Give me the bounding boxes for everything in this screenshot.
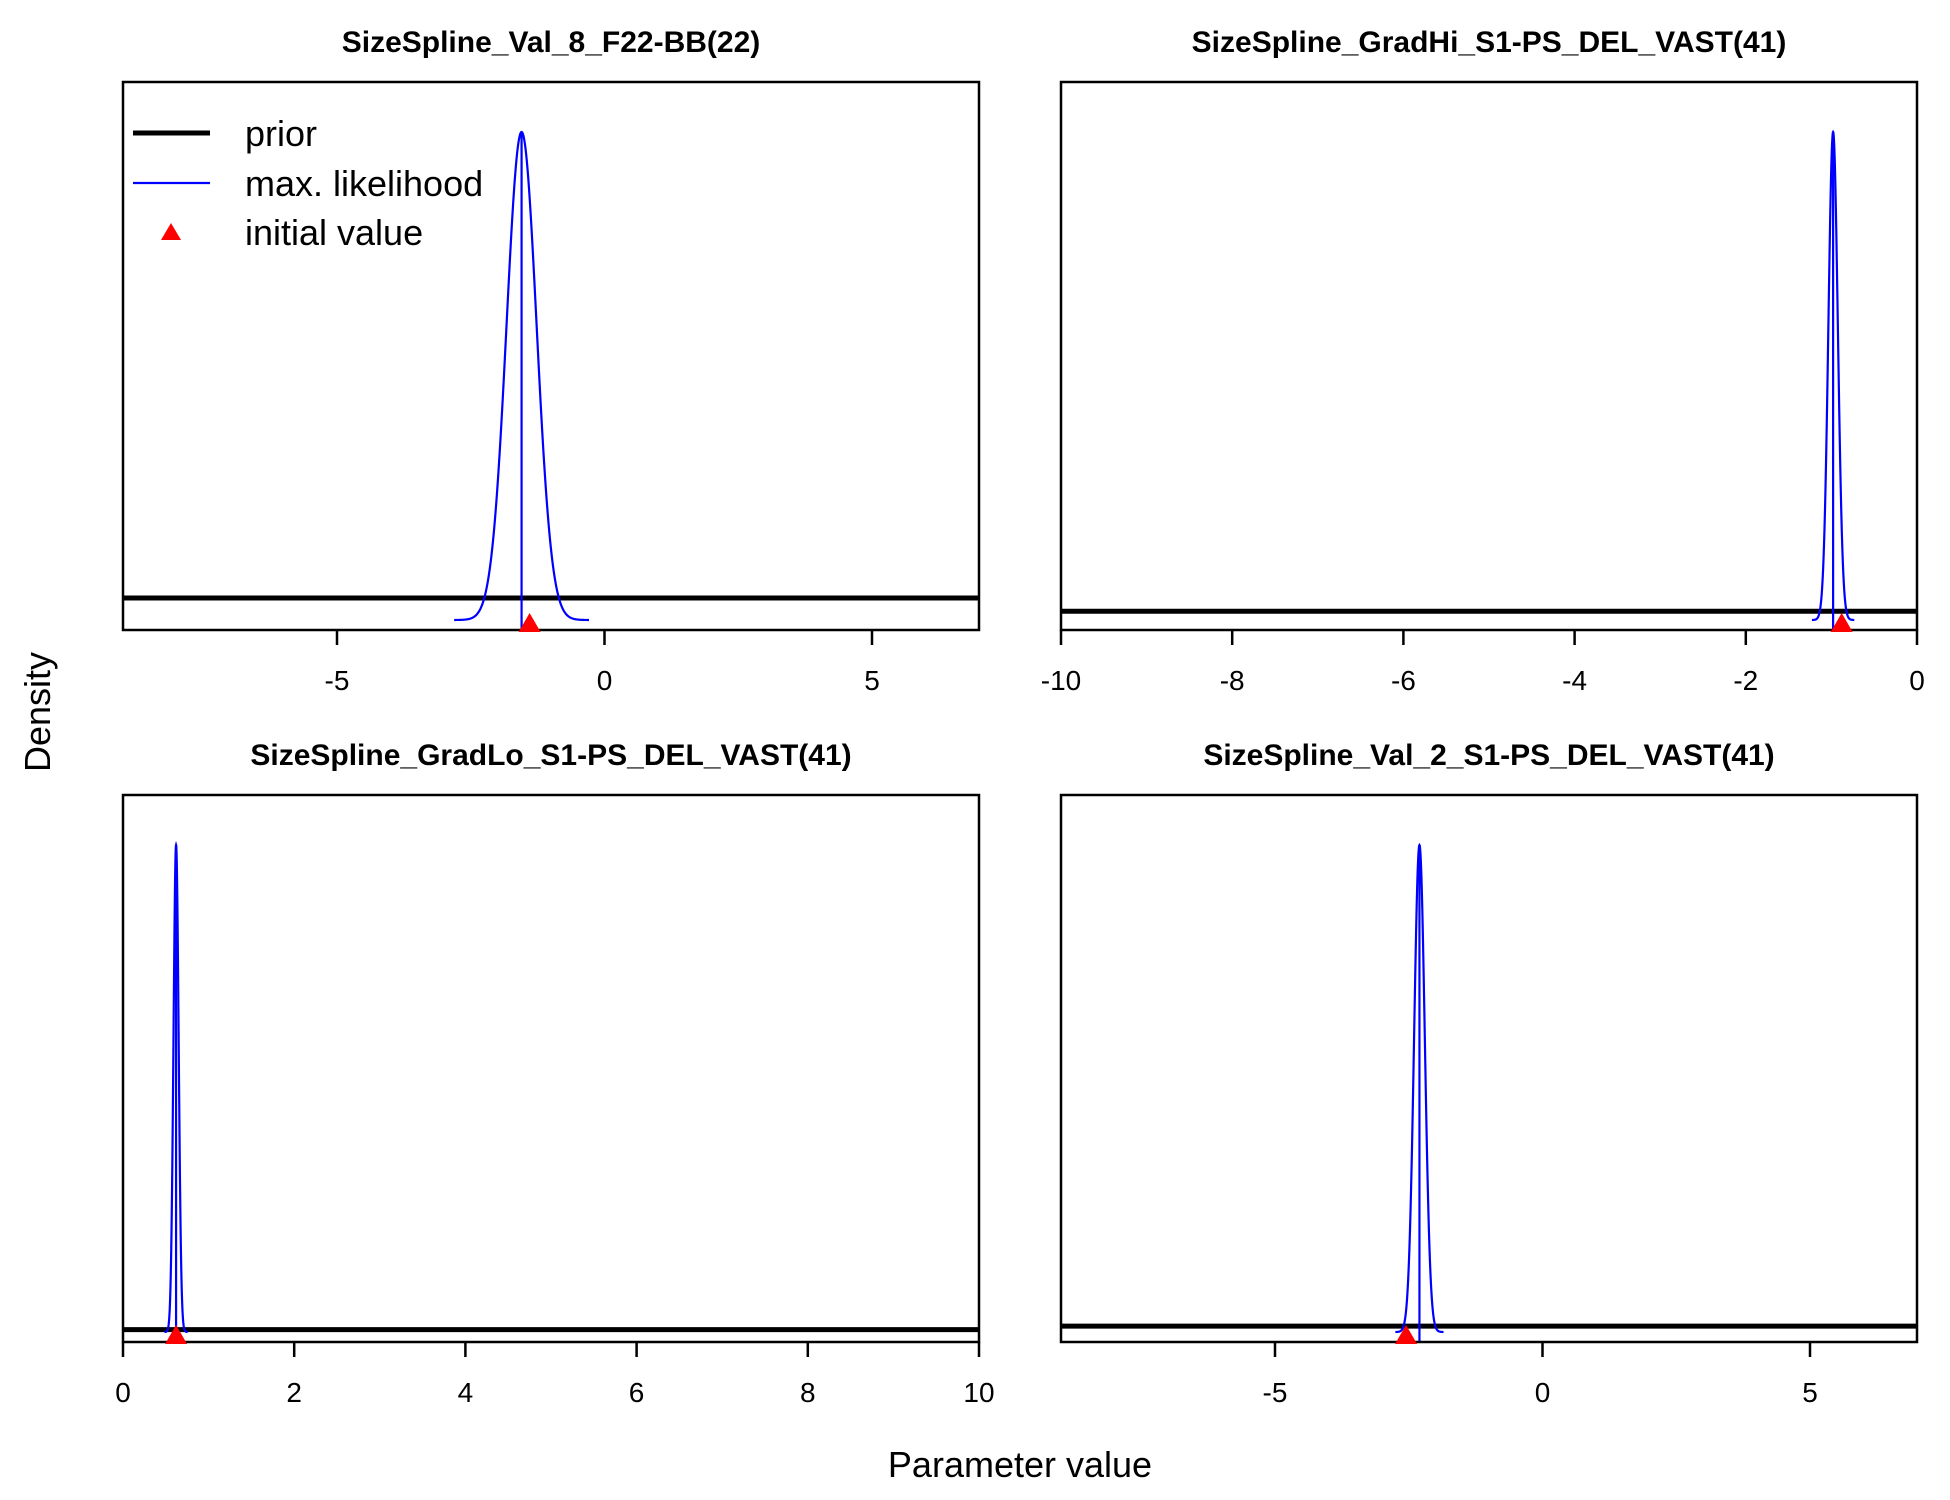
x-tick-label: 5 — [864, 665, 880, 696]
legend-label: max. likelihood — [245, 163, 483, 204]
initial-value-marker — [165, 1325, 188, 1344]
initial-value-marker — [1830, 613, 1853, 632]
x-tick-label: 6 — [629, 1377, 645, 1408]
x-tick-label: -10 — [1041, 665, 1081, 696]
x-tick-label: 0 — [597, 665, 613, 696]
panel-title: SizeSpline_Val_2_S1-PS_DEL_VAST(41) — [1203, 739, 1774, 772]
panel-2: SizeSpline_GradHi_S1-PS_DEL_VAST(41) -10 -… — [1041, 26, 1925, 696]
legend-label: initial value — [245, 212, 423, 253]
legend-label: prior — [245, 113, 317, 154]
plot-frame — [121, 793, 981, 1344]
x-tick-label: -5 — [1263, 1377, 1288, 1408]
plot-frame — [121, 80, 981, 632]
plot-area — [1061, 842, 1917, 1342]
plot-area — [1061, 129, 1917, 630]
panel-1: SizeSpline_Val_8_F22-BB(22) -5 0 5 — [121, 26, 981, 696]
legend-initial-swatch — [161, 223, 181, 240]
plot-area — [123, 840, 979, 1342]
x-tick-label: 10 — [963, 1377, 994, 1408]
panel-title: SizeSpline_GradHi_S1-PS_DEL_VAST(41) — [1192, 26, 1787, 59]
x-axis-title: Parameter value — [888, 1444, 1152, 1485]
x-tick-label: 0 — [1909, 665, 1925, 696]
x-tick-label: 8 — [800, 1377, 816, 1408]
initial-value-marker — [1395, 1325, 1418, 1344]
panel-4: SizeSpline_Val_2_S1-PS_DEL_VAST(41) -5 0 5 — [1059, 739, 1919, 1408]
x-tick-label: -4 — [1562, 665, 1587, 696]
panel-title: SizeSpline_GradLo_S1-PS_DEL_VAST(41) — [250, 739, 851, 772]
x-tick-label: 0 — [1535, 1377, 1551, 1408]
initial-value-marker — [518, 613, 541, 632]
x-tick-label: -6 — [1391, 665, 1416, 696]
plot-frame — [1059, 793, 1919, 1344]
x-tick-label: -2 — [1733, 665, 1758, 696]
panel-3: SizeSpline_GradLo_S1-PS_DEL_VAST(41) 0 2 4 6… — [115, 739, 994, 1408]
plot-frame — [1059, 80, 1919, 632]
x-tick-label: 4 — [458, 1377, 474, 1408]
x-tick-label: 2 — [286, 1377, 302, 1408]
y-axis-title: Density — [17, 652, 58, 772]
x-tick-label: -8 — [1220, 665, 1245, 696]
plot-area — [123, 130, 979, 630]
x-tick-label: -5 — [325, 665, 350, 696]
panels: SizeSpline_Val_8_F22-BB(22)-5 0 5SizeSplin… — [115, 26, 1925, 1408]
x-tick-label: 0 — [115, 1377, 131, 1408]
legend: prior max. likelihood initial value — [133, 113, 483, 253]
panel-title: SizeSpline_Val_8_F22-BB(22) — [342, 26, 761, 59]
x-tick-label: 5 — [1802, 1377, 1818, 1408]
